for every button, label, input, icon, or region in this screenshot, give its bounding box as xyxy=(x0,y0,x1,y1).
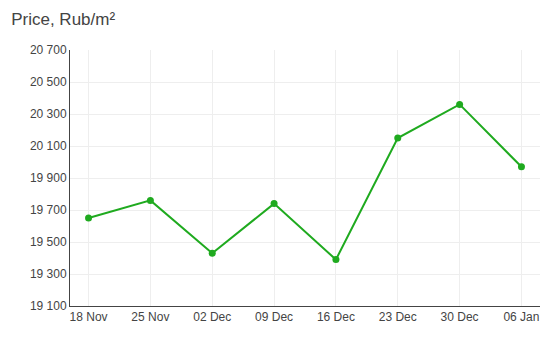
svg-text:30 Dec: 30 Dec xyxy=(441,310,479,324)
svg-text:18 Nov: 18 Nov xyxy=(70,310,108,324)
svg-text:06 Jan: 06 Jan xyxy=(503,310,539,324)
svg-text:19 900: 19 900 xyxy=(30,171,67,185)
svg-text:19 700: 19 700 xyxy=(30,203,67,217)
svg-text:19 300: 19 300 xyxy=(30,267,67,281)
svg-text:25 Nov: 25 Nov xyxy=(131,310,169,324)
svg-text:09 Dec: 09 Dec xyxy=(255,310,293,324)
svg-text:19 100: 19 100 xyxy=(30,299,67,313)
svg-text:02 Dec: 02 Dec xyxy=(193,310,231,324)
svg-text:23 Dec: 23 Dec xyxy=(379,310,417,324)
svg-text:16 Dec: 16 Dec xyxy=(317,310,355,324)
svg-text:20 500: 20 500 xyxy=(30,75,67,89)
svg-text:19 500: 19 500 xyxy=(30,235,67,249)
svg-text:20 100: 20 100 xyxy=(30,139,67,153)
svg-text:20 300: 20 300 xyxy=(30,107,67,121)
svg-text:20 700: 20 700 xyxy=(30,43,67,57)
svg-text:Price, Rub/m²: Price, Rub/m² xyxy=(11,10,115,29)
